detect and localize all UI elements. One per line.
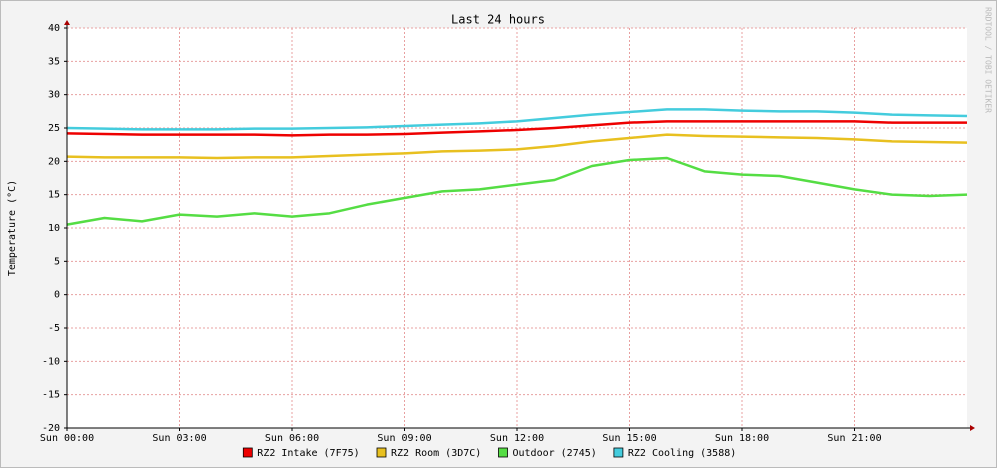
chart-title: Last 24 hours bbox=[451, 13, 545, 27]
y-tick-label: 30 bbox=[48, 90, 60, 101]
x-tick-label: Sun 18:00 bbox=[715, 433, 769, 444]
legend-label: RZ2 Intake (7F75) bbox=[257, 448, 359, 459]
y-tick-label: -20 bbox=[42, 423, 60, 434]
legend-swatch bbox=[376, 447, 387, 458]
legend-label: Outdoor (2745) bbox=[513, 448, 597, 459]
legend-swatch bbox=[498, 447, 508, 458]
series-line bbox=[66, 133, 968, 160]
y-arrow bbox=[64, 20, 70, 25]
series-line bbox=[66, 120, 967, 137]
series-line bbox=[66, 108, 968, 131]
legend-swatch bbox=[613, 447, 624, 458]
x-arrow bbox=[970, 425, 975, 431]
x-tick-label: Sun 12:00 bbox=[490, 433, 544, 444]
y-tick-label: 5 bbox=[54, 256, 60, 267]
legend-label: RZ2 Cooling (3588) bbox=[628, 448, 736, 459]
x-tick-label: Sun 21:00 bbox=[827, 433, 881, 444]
y-tick-label: 20 bbox=[48, 156, 60, 167]
y-tick-label: -15 bbox=[42, 390, 60, 401]
grid bbox=[64, 27, 967, 431]
y-tick-label: 25 bbox=[48, 123, 60, 134]
watermark: RRDTOOL / TOBI OETIKER bbox=[984, 7, 993, 113]
lines bbox=[66, 108, 968, 226]
legend: RZ2 Intake (7F75) RZ2 Room (3D7C) Outdoor … bbox=[242, 447, 736, 459]
x-tick-label: Sun 06:00 bbox=[265, 433, 319, 444]
y-tick-label: 15 bbox=[48, 190, 60, 201]
y-tick-label: -10 bbox=[42, 356, 60, 367]
x-tick-label: Sun 00:00 bbox=[40, 433, 94, 444]
x-tick-label: Sun 15:00 bbox=[602, 433, 656, 444]
y-tick-label: 40 bbox=[48, 23, 60, 34]
y-tick-label: 0 bbox=[54, 290, 60, 301]
legend-label: RZ2 Room (3D7C) bbox=[391, 448, 481, 459]
y-tick-label: -5 bbox=[48, 323, 60, 334]
legend-swatch bbox=[242, 447, 253, 458]
y-tick-label: 10 bbox=[48, 223, 60, 234]
x-tick-label: Sun 03:00 bbox=[152, 433, 206, 444]
x-tick-label: Sun 09:00 bbox=[377, 433, 431, 444]
series-line bbox=[66, 156, 968, 226]
y-axis-label: Temperature (°C) bbox=[7, 180, 18, 276]
y-tick-label: 35 bbox=[48, 56, 60, 67]
